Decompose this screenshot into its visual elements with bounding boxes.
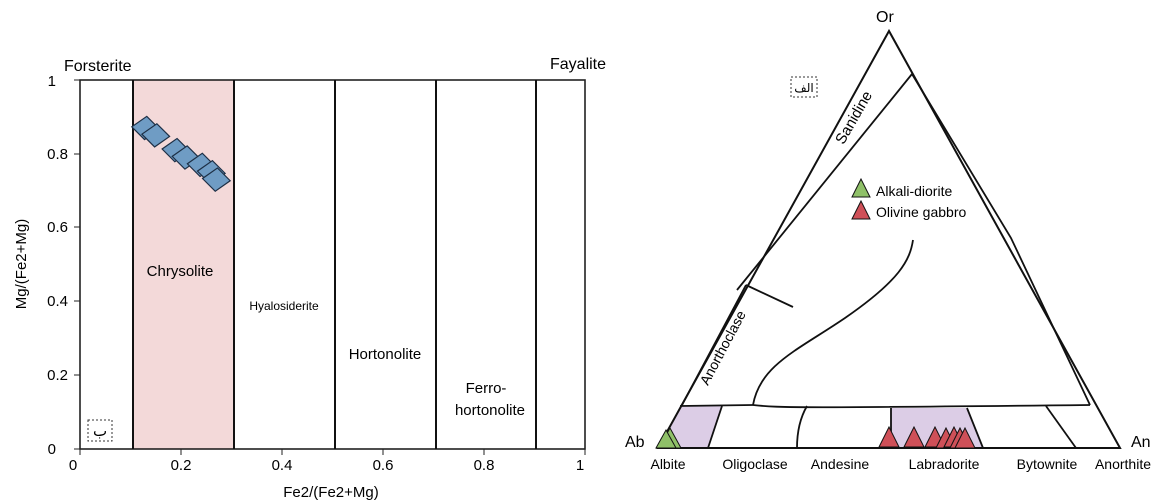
y-tick-label: 0 [48, 441, 56, 458]
legend: Alkali-diorite Olivine gabbro [851, 177, 966, 220]
field-label-hyalosiderite: Hyalosiderite [249, 299, 319, 313]
olivine-plot: 0 0.2 0.4 0.6 0.8 1 Mg/(Fe2+Mg) 0 0.2 0.… [13, 56, 606, 501]
x-tick-label: 1 [576, 457, 584, 474]
y-tick-label: 1 [48, 73, 56, 90]
y-tick-label: 0.6 [47, 219, 68, 236]
fayalite-label: Fayalite [550, 56, 606, 73]
legend-label-olivine-gabbro: Olivine gabbro [876, 204, 966, 220]
sample-markers [655, 425, 976, 449]
field-label-hortonolite: Hortonolite [349, 346, 422, 363]
base-boundary [966, 407, 984, 449]
panel-label-box [87, 419, 113, 442]
panel-label-box [790, 76, 818, 98]
base-boundary [679, 404, 754, 407]
x-tick-label: 0.6 [373, 457, 394, 474]
anorthoclase-inner [681, 284, 747, 406]
data-points [130, 115, 232, 193]
apex-or: Or [876, 9, 894, 26]
legend-marker-alkali-diorite [851, 177, 871, 198]
base-boundary [707, 405, 723, 449]
apex-an: An [1131, 434, 1151, 451]
alkali-feldspar-curve [911, 73, 1091, 406]
base-label-albite: Albite [650, 456, 685, 472]
y-tick-label: 0.8 [47, 146, 68, 163]
forsterite-label: Forsterite [64, 58, 132, 75]
sample-olivine-gabbro [954, 426, 976, 449]
x-tick-label: 0.8 [474, 457, 495, 474]
x-tick-label: 0.2 [171, 457, 192, 474]
base-label-anorthite: Anorthite [1095, 456, 1151, 472]
base-boundary [796, 405, 808, 449]
lower-boundary [752, 404, 1091, 409]
base-boundary [1045, 405, 1077, 449]
ternary-outline [656, 28, 1122, 449]
panel-label-b: ب [87, 419, 113, 442]
anorthoclase-cap [745, 284, 794, 308]
data-point [140, 122, 171, 148]
miscibility-gap [752, 239, 914, 406]
x-axis: 0 0.2 0.4 0.6 0.8 1 Fe2/(Fe2+Mg) [69, 449, 586, 501]
panel-label-text: ب [93, 423, 107, 440]
legend-label-alkali-diorite: Alkali-diorite [876, 183, 952, 199]
apex-ab: Ab [625, 434, 645, 451]
x-tick-label: 0.4 [272, 457, 293, 474]
sample-olivine-gabbro [903, 425, 925, 448]
legend-marker-olivine-gabbro [851, 199, 871, 220]
field-label-sanidine: Sanidine [832, 88, 876, 147]
panel-label-text: الف [794, 81, 813, 95]
panel-label-alef: الف [790, 76, 818, 98]
plot-frame [79, 79, 586, 450]
base-label-labradorite: Labradorite [909, 456, 980, 472]
base-label-oligoclase: Oligoclase [722, 456, 788, 472]
base-label-andesine: Andesine [811, 456, 870, 472]
y-axis: 0 0.2 0.4 0.6 0.8 1 Mg/(Fe2+Mg) [13, 73, 80, 458]
data-point [201, 167, 232, 193]
sanidine-boundary [736, 73, 913, 291]
sample-alkali-diorite [655, 428, 677, 449]
field-label-hortonolite-2: hortonolite [455, 402, 525, 419]
base-label-bytownite: Bytownite [1017, 456, 1078, 472]
field-label-chrysolite: Chrysolite [147, 263, 214, 280]
y-tick-label: 0.2 [47, 367, 68, 384]
y-axis-label: Mg/(Fe2+Mg) [13, 219, 30, 309]
sample-olivine-gabbro [878, 425, 900, 448]
field-label-anorthoclase: Anorthoclase [696, 308, 749, 388]
y-tick-label: 0.4 [47, 293, 68, 310]
x-axis-label: Fe2/(Fe2+Mg) [283, 484, 378, 501]
field-label-ferro: Ferro- [466, 380, 507, 397]
x-tick-label: 0 [69, 457, 77, 474]
feldspar-ternary: Or Ab An Sanidine Anorthoclase Albite Ol… [625, 9, 1151, 472]
